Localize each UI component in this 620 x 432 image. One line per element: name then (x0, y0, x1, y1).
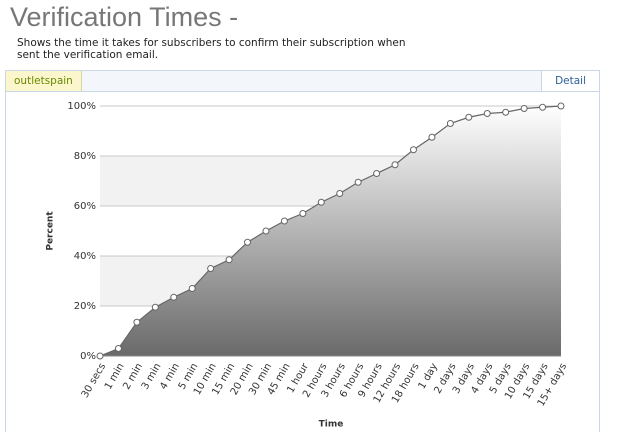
point (373, 170, 381, 177)
y-tick-label: 0% (80, 351, 96, 362)
point (465, 113, 473, 121)
point (483, 110, 491, 117)
description: Shows the time it takes for subscribers … (17, 37, 406, 61)
x-axis-title: Time (319, 420, 344, 430)
point (299, 210, 307, 217)
point (188, 285, 196, 292)
point (336, 190, 344, 197)
area (100, 106, 561, 356)
point (502, 108, 510, 116)
page-title: Verification Times - (10, 2, 239, 32)
point (280, 217, 288, 225)
point (391, 161, 399, 169)
y-tick-label: 80% (74, 151, 96, 162)
point (539, 103, 547, 111)
y-tick-label: 60% (74, 201, 96, 212)
point (262, 227, 270, 235)
y-tick-label: 100% (67, 101, 96, 112)
point (557, 102, 565, 110)
point (317, 198, 325, 206)
point (114, 345, 122, 352)
point (354, 178, 362, 186)
panel: outletspain Detail (5, 70, 600, 432)
point (244, 238, 252, 246)
tab[interactable]: outletspain (6, 71, 82, 91)
detail-tab[interactable]: Detail (541, 71, 599, 91)
y-axis-title: Percent (46, 211, 56, 251)
point (151, 303, 159, 311)
x-tick-label: 30 secs (80, 362, 109, 400)
point (133, 318, 141, 326)
y-tick-label: 40% (74, 251, 96, 262)
point (446, 120, 454, 127)
point (207, 265, 215, 272)
tab-bar: outletspain Detail (6, 71, 599, 92)
point (428, 133, 436, 141)
point (170, 293, 178, 301)
point (409, 146, 417, 154)
point (225, 256, 233, 264)
y-tick-label: 20% (74, 301, 96, 312)
point (96, 352, 104, 360)
point (520, 105, 528, 112)
